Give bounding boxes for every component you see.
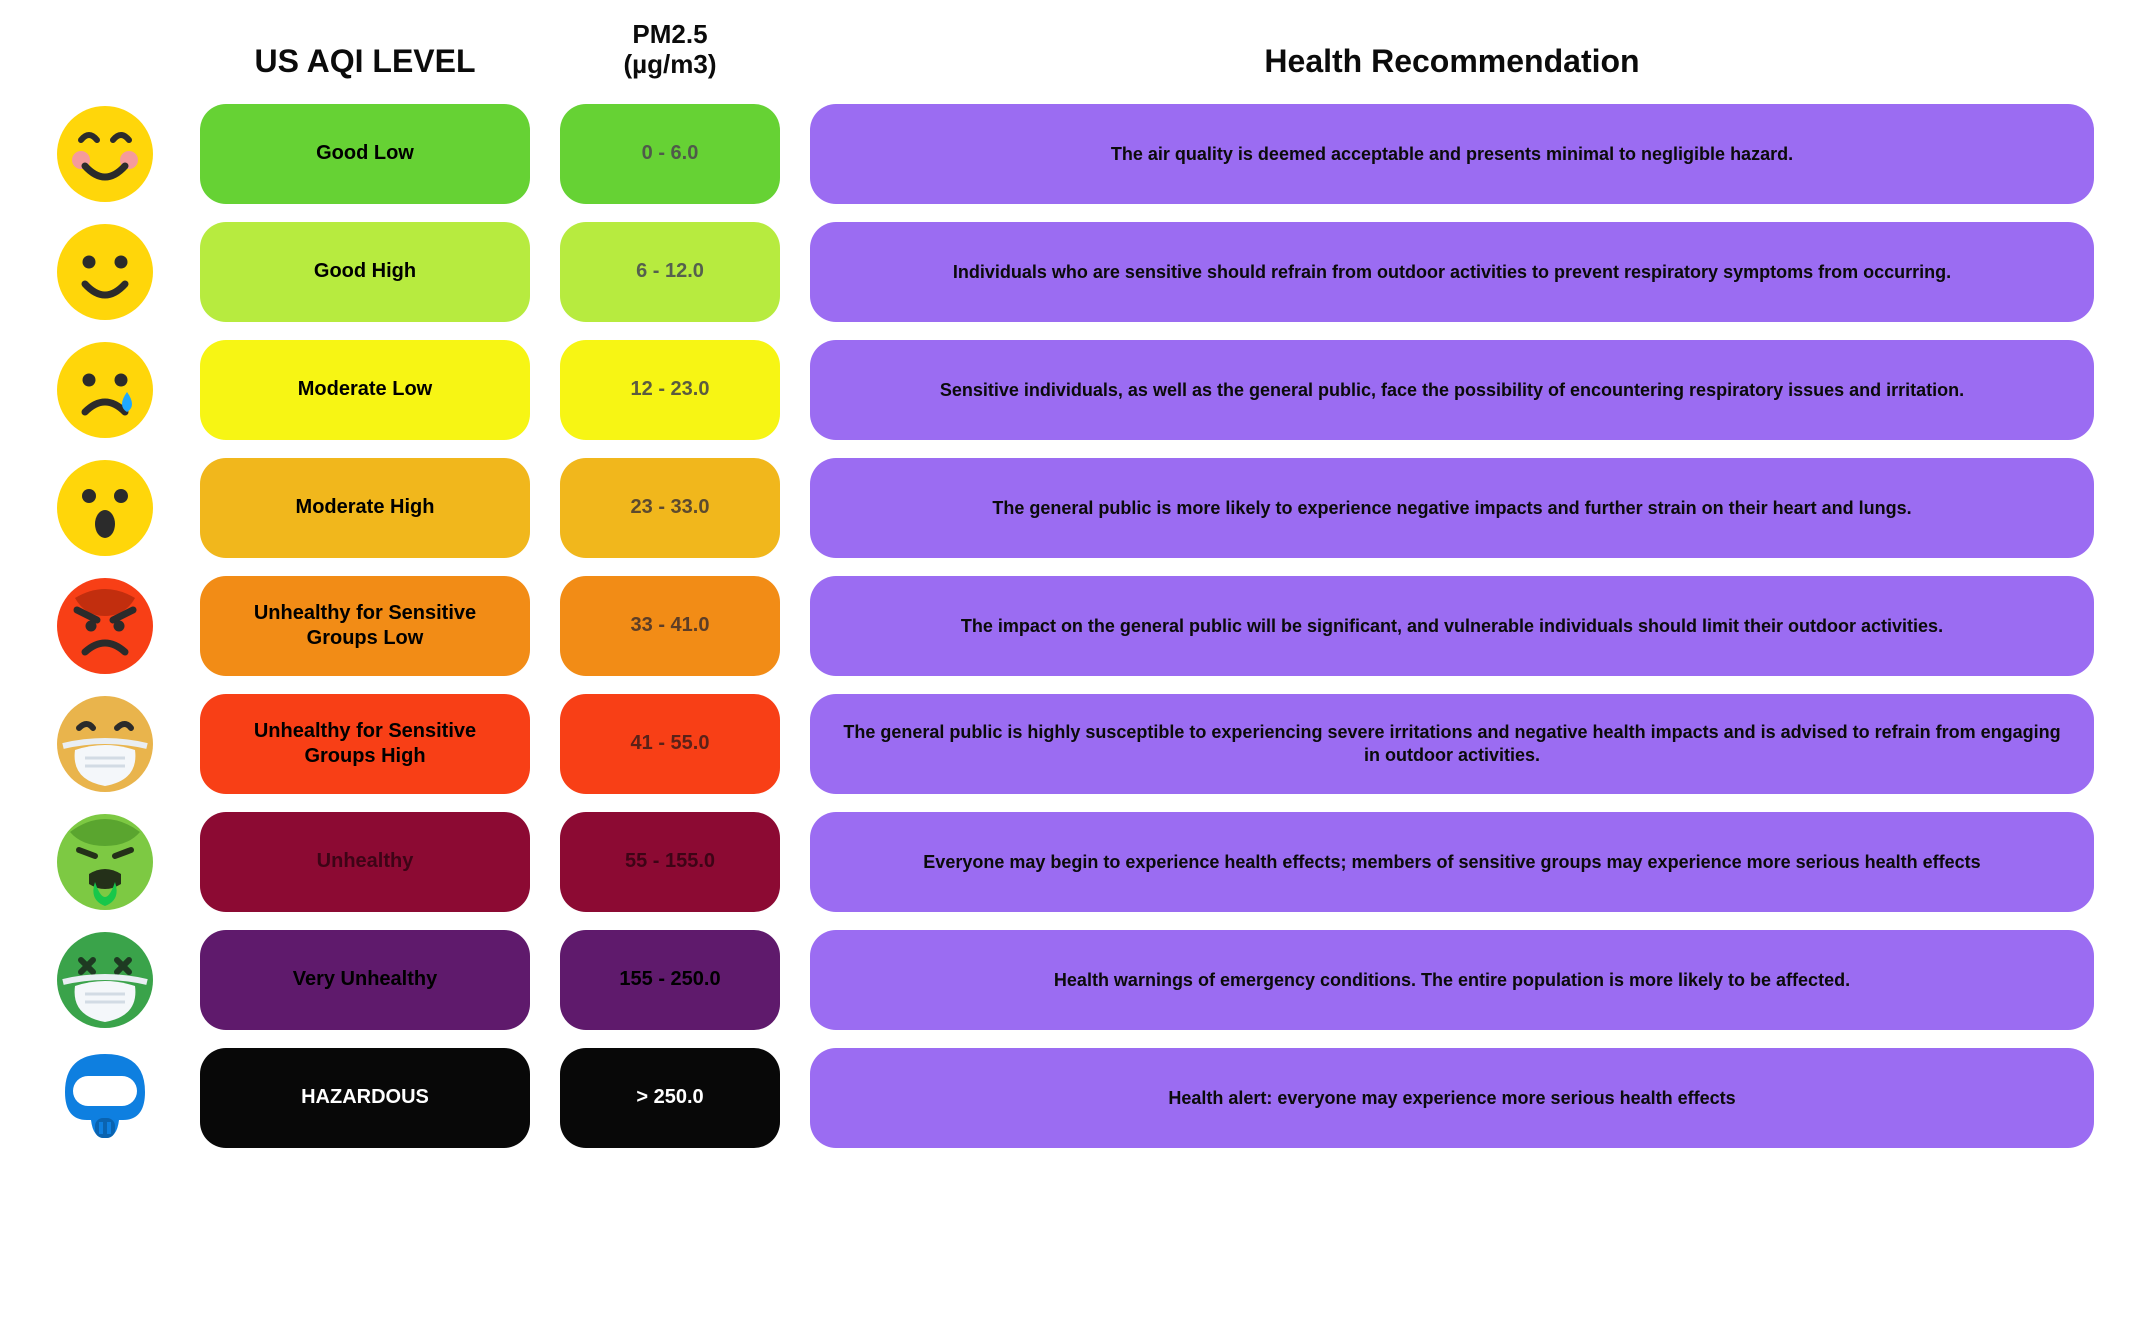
gasmask-icon xyxy=(40,1048,170,1148)
smile-icon xyxy=(40,222,170,322)
health-recommendation-pill: The general public is more likely to exp… xyxy=(810,458,2094,558)
health-recommendation-pill: Everyone may begin to experience health … xyxy=(810,812,2094,912)
health-recommendation-pill: The impact on the general public will be… xyxy=(810,576,2094,676)
angry-icon xyxy=(40,576,170,676)
aqi-level-pill: Good High xyxy=(200,222,530,322)
health-recommendation-pill: Health alert: everyone may experience mo… xyxy=(810,1048,2094,1148)
health-recommendation-pill: Health warnings of emergency conditions.… xyxy=(810,930,2094,1030)
aqi-level-pill: Very Unhealthy xyxy=(200,930,530,1030)
header-aqi-level: US AQI LEVEL xyxy=(200,20,530,86)
aqi-level-pill: Unhealthy for Sensitive Groups High xyxy=(200,694,530,794)
aqi-level-pill: HAZARDOUS xyxy=(200,1048,530,1148)
aqi-level-pill: Unhealthy xyxy=(200,812,530,912)
aqi-level-pill: Unhealthy for Sensitive Groups Low xyxy=(200,576,530,676)
surprised-icon xyxy=(40,458,170,558)
header-pm25: PM2.5 (µg/m3) xyxy=(560,20,780,86)
health-recommendation-pill: Sensitive individuals, as well as the ge… xyxy=(810,340,2094,440)
aqi-level-pill: Moderate High xyxy=(200,458,530,558)
pm25-range-pill: > 250.0 xyxy=(560,1048,780,1148)
pm25-range-pill: 6 - 12.0 xyxy=(560,222,780,322)
health-recommendation-pill: The general public is highly susceptible… xyxy=(810,694,2094,794)
mask-yellow-icon xyxy=(40,694,170,794)
header-health-recommendation: Health Recommendation xyxy=(810,20,2094,86)
pm25-range-pill: 0 - 6.0 xyxy=(560,104,780,204)
pm25-range-pill: 155 - 250.0 xyxy=(560,930,780,1030)
pm25-range-pill: 23 - 33.0 xyxy=(560,458,780,558)
blush-icon xyxy=(40,104,170,204)
pm25-range-pill: 12 - 23.0 xyxy=(560,340,780,440)
pm25-range-pill: 55 - 155.0 xyxy=(560,812,780,912)
pm25-range-pill: 41 - 55.0 xyxy=(560,694,780,794)
sick-green-icon xyxy=(40,812,170,912)
aqi-level-pill: Good Low xyxy=(200,104,530,204)
pm25-range-pill: 33 - 41.0 xyxy=(560,576,780,676)
dead-mask-icon xyxy=(40,930,170,1030)
aqi-level-pill: Moderate Low xyxy=(200,340,530,440)
health-recommendation-pill: The air quality is deemed acceptable and… xyxy=(810,104,2094,204)
sad-tear-icon xyxy=(40,340,170,440)
health-recommendation-pill: Individuals who are sensitive should ref… xyxy=(810,222,2094,322)
